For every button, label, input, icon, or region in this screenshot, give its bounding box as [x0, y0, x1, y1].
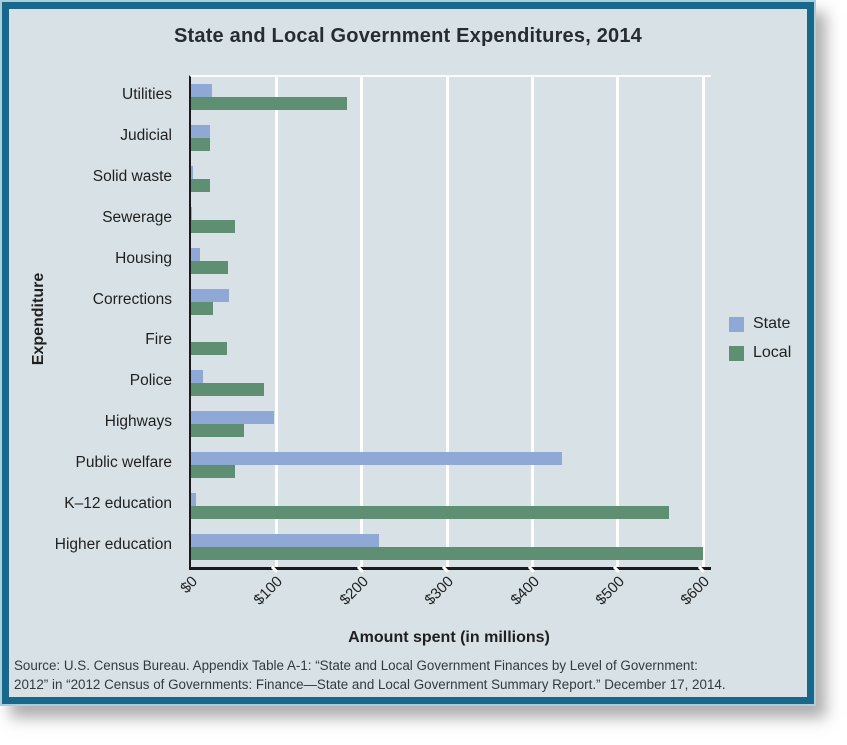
bar-local-sewerage [191, 219, 236, 233]
source-line-1: Source: U.S. Census Bureau. Appendix Tab… [14, 658, 698, 673]
legend-swatch-local [729, 345, 744, 361]
bar-row-police [191, 363, 711, 404]
chart-title: State and Local Government Expenditures,… [173, 25, 643, 47]
category-label-k-12-education: K–12 education [64, 494, 172, 512]
bar-state-judicial [191, 125, 210, 139]
bar-local-utilities [191, 97, 348, 111]
gridline-400 [531, 77, 535, 567]
category-label-utilities: Utilities [122, 86, 172, 104]
bar-state-corrections [191, 288, 230, 302]
bar-state-highways [191, 411, 274, 425]
legend: State Local [729, 315, 791, 373]
bar-row-solid-waste [191, 159, 711, 200]
category-labels: Utilities Judicial Solid waste Sewerage Hous… [9, 75, 181, 565]
bar-local-housing [191, 260, 228, 274]
category-label-fire: Fire [145, 331, 172, 349]
bar-row-housing [191, 240, 711, 281]
bar-state-solid-waste [191, 166, 193, 180]
bar-row-judicial [191, 118, 711, 159]
bar-local-solid-waste [191, 179, 210, 193]
category-label-public-welfare: Public welfare [75, 453, 173, 471]
category-label-police: Police [129, 372, 172, 390]
category-label-corrections: Corrections [92, 290, 172, 308]
bar-state-public-welfare [191, 451, 562, 465]
gridline-600 [701, 77, 705, 567]
bar-row-highways [191, 404, 711, 445]
bar-local-corrections [191, 301, 214, 315]
bar-local-fire [191, 342, 227, 356]
source-citation: Source: U.S. Census Bureau. Appendix Tab… [14, 656, 802, 694]
bar-state-higher-education [191, 533, 379, 547]
bar-row-sewerage [191, 200, 711, 241]
category-label-judicial: Judicial [120, 127, 172, 145]
bar-local-judicial [191, 138, 210, 152]
source-line-2: 2012” in “2012 Census of Governments: Fi… [14, 677, 726, 693]
legend-entry-state: State [729, 315, 791, 333]
bar-local-k-12-education [191, 505, 670, 519]
bar-local-higher-education [191, 546, 704, 560]
bar-state-housing [191, 247, 200, 261]
gridline-300 [445, 77, 449, 567]
bar-row-higher-education [191, 526, 711, 567]
figure: State and Local Government Expenditures,… [2, 2, 814, 704]
bar-row-fire [191, 322, 711, 363]
category-label-housing: Housing [115, 249, 172, 267]
bar-state-utilities [191, 84, 213, 98]
gridline-100 [274, 77, 278, 567]
bar-state-police [191, 370, 203, 384]
legend-label-local: Local [753, 344, 792, 361]
bar-state-k-12-education [191, 492, 197, 506]
bar-row-k-12-education [191, 485, 711, 526]
x-tick-label-600: $600 [677, 573, 714, 609]
x-tick-label-0: $0 [177, 573, 202, 597]
category-label-higher-education: Higher education [54, 535, 172, 553]
bar-row-utilities [191, 77, 711, 118]
legend-label-state: State [753, 315, 791, 332]
category-label-sewerage: Sewerage [102, 208, 172, 226]
category-label-highways: Highways [104, 413, 172, 431]
bar-state-sewerage [191, 206, 192, 220]
bar-local-public-welfare [191, 464, 236, 478]
gridline-200 [360, 77, 364, 567]
plot-area [189, 75, 711, 570]
x-axis-title: Amount spent (in millions) [348, 629, 550, 646]
bar-local-police [191, 383, 264, 397]
bar-local-highways [191, 424, 244, 438]
figure-frame: State and Local Government Expenditures,… [0, 0, 816, 706]
legend-entry-local: Local [729, 344, 791, 362]
bar-row-public-welfare [191, 445, 711, 486]
legend-swatch-state [729, 316, 744, 332]
category-label-solid-waste: Solid waste [92, 168, 172, 186]
bar-row-corrections [191, 281, 711, 322]
gridline-500 [616, 77, 620, 567]
